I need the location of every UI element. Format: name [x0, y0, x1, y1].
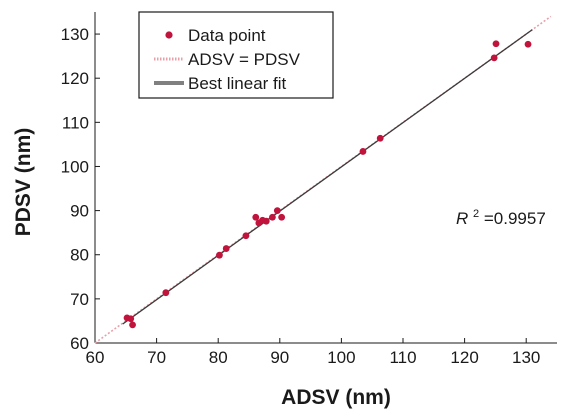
- y-tick-label: 60: [70, 334, 89, 353]
- y-axis-ticks: 60 70 80 90 100 110 120 130: [61, 25, 100, 353]
- plot-frame: [94, 12, 557, 344]
- data-point: [252, 213, 260, 221]
- data-point: [273, 207, 281, 215]
- data-point: [129, 321, 136, 329]
- data-point: [216, 251, 223, 259]
- legend-label-identity-line: ADSV = PDSV: [188, 50, 301, 69]
- x-axis-ticks: 60 70 80 90 100 110 120 130: [86, 338, 540, 367]
- data-point: [376, 134, 384, 142]
- y-tick-label: 80: [70, 246, 89, 265]
- data-point: [492, 40, 500, 48]
- y-tick-label: 110: [62, 113, 89, 132]
- lines-layer: [94, 15, 552, 344]
- data-point: [262, 217, 270, 225]
- data-point: [162, 289, 170, 297]
- points-layer: [123, 40, 532, 329]
- r-squared-superscript: 2: [473, 208, 479, 220]
- legend-label-data-point: Data point: [188, 26, 266, 45]
- r-squared-annotation: R 2 =0.9957: [456, 202, 546, 228]
- x-tick-label: 60: [86, 348, 105, 367]
- y-tick-label: 90: [70, 202, 89, 221]
- x-tick-label: 120: [450, 348, 478, 367]
- x-tick-label: 110: [389, 348, 416, 367]
- best-fit-line: [122, 29, 533, 325]
- data-point: [524, 40, 532, 48]
- x-tick-label: 80: [209, 348, 228, 367]
- data-point: [278, 213, 286, 221]
- y-tick-label: 100: [61, 157, 89, 176]
- y-tick-label: 120: [61, 69, 89, 88]
- x-tick-label: 130: [512, 348, 540, 367]
- x-tick-label: 90: [270, 348, 289, 367]
- x-axis-title: ADSV (nm): [281, 386, 391, 409]
- y-tick-label: 130: [61, 25, 89, 44]
- x-tick-label: 70: [147, 348, 166, 367]
- data-point: [242, 232, 250, 240]
- legend-marker-data-point: [165, 31, 173, 39]
- r-squared-symbol: R: [456, 209, 468, 228]
- data-point: [490, 54, 498, 62]
- legend: Data point ADSV = PDSV Best linear fit: [138, 11, 334, 99]
- r-squared-value: =0.9957: [484, 209, 546, 228]
- data-point: [359, 148, 367, 155]
- data-point: [127, 315, 135, 323]
- y-axis-title: PDSV (nm): [12, 128, 35, 237]
- x-tick-label: 100: [327, 348, 355, 367]
- legend-label-best-fit: Best linear fit: [188, 74, 287, 93]
- data-point: [269, 213, 276, 221]
- y-tick-label: 70: [70, 290, 89, 309]
- data-point: [222, 245, 230, 252]
